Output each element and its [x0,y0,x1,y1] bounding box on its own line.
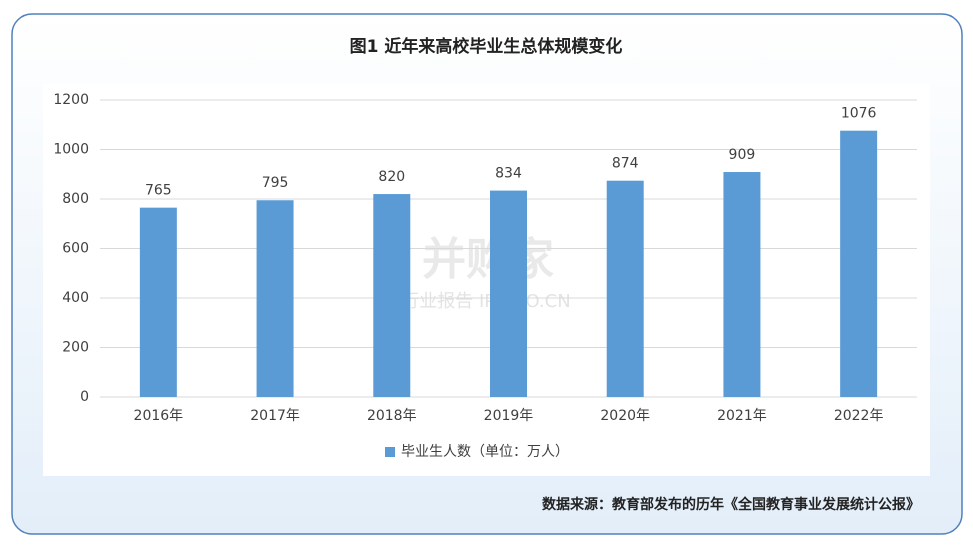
y-tick-label: 400 [62,290,89,306]
y-tick-label: 800 [62,191,89,207]
x-tick-label: 2021年 [717,408,767,424]
y-tick-label: 200 [62,340,89,356]
y-tick-label: 1000 [53,142,89,158]
data-label: 795 [262,175,289,191]
x-tick-label: 2017年 [250,408,300,424]
watermark: 并购家 [422,234,554,285]
bar [139,207,177,397]
bar [490,190,527,397]
y-tick-label: 1200 [53,92,89,108]
y-tick-label: 600 [62,241,89,257]
x-tick-label: 2022年 [834,408,884,424]
data-label: 909 [729,147,756,163]
data-label: 1076 [841,106,877,122]
y-tick-label: 0 [80,389,89,405]
legend-swatch [385,447,395,457]
x-tick-label: 2020年 [600,408,650,424]
bar [373,194,411,397]
data-label: 874 [612,156,639,172]
chart-title: 图1 近年来高校毕业生总体规模变化 [350,36,623,57]
watermark: 行业报告 IPOIPO.CN [401,291,570,312]
data-label: 834 [495,166,522,182]
data-label: 765 [145,183,172,199]
x-tick-label: 2019年 [484,408,534,424]
bar [256,200,294,397]
bar [723,172,761,397]
x-tick-label: 2016年 [134,408,184,424]
bar [840,130,878,397]
x-tick-label: 2018年 [367,408,417,424]
legend-label: 毕业生人数（单位：万人） [401,444,569,460]
source-note: 数据来源：教育部发布的历年《全国教育事业发展统计公报》 [542,496,920,513]
data-label: 820 [378,169,405,185]
bar [606,180,644,397]
